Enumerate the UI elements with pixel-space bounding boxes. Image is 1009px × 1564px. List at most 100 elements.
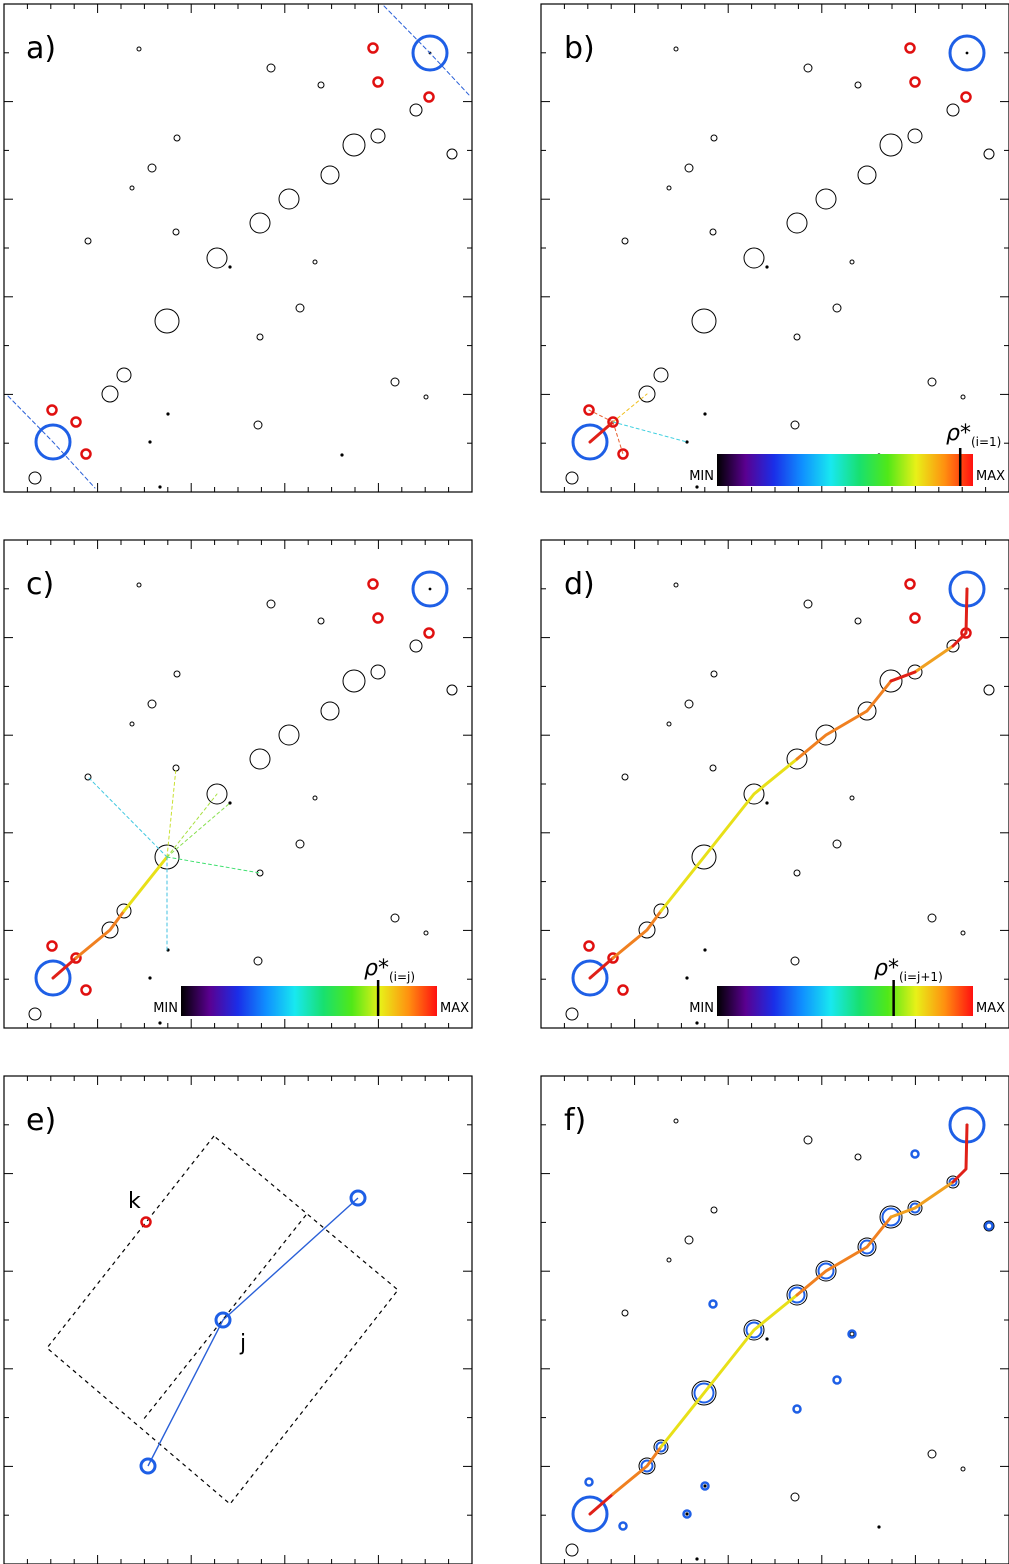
end-endpoint (411, 34, 449, 72)
path-node (139, 1457, 157, 1475)
panel-e-border (3, 1075, 473, 1564)
data-point (423, 930, 429, 936)
marked-point (960, 91, 972, 103)
data-point (786, 748, 808, 770)
data-point (621, 237, 629, 245)
selected-point (584, 1477, 594, 1487)
start-endpoint (34, 423, 72, 461)
data-point (278, 188, 300, 210)
data-point-dot (703, 412, 707, 416)
data-point (854, 81, 862, 89)
data-point-selected (881, 1207, 901, 1227)
panel-d-points (565, 570, 995, 1025)
data-point (147, 699, 157, 709)
panel-c-label: c) (26, 567, 54, 602)
data-point (803, 1135, 813, 1145)
route-segment (889, 1180, 955, 1219)
data-point (129, 721, 135, 727)
data-point (409, 639, 423, 653)
data-point (342, 133, 366, 157)
data-point (786, 212, 808, 234)
panel-d-label: d) (564, 567, 595, 602)
data-point (173, 134, 181, 142)
panel-c-colorbar-gradient (181, 986, 437, 1016)
data-point (857, 701, 877, 721)
selected-point (847, 1329, 857, 1339)
data-point (370, 664, 386, 680)
data-point (790, 420, 800, 430)
data-point (849, 259, 855, 265)
data-point (691, 844, 717, 870)
data-point (907, 664, 923, 680)
route-segment (122, 855, 169, 913)
panel-a-label: a) (26, 31, 56, 66)
data-point (673, 46, 679, 52)
panel-c-colorbar-max: MAX (440, 1001, 469, 1016)
data-point (832, 303, 842, 313)
data-point-dot (695, 1557, 699, 1561)
start-endpoint (571, 959, 609, 997)
data-point (927, 913, 937, 923)
marked-point (617, 448, 629, 460)
panel-c-colorbar: MIN MAX ρ*(i=j) (153, 956, 469, 1016)
panel-e-points (46, 1135, 399, 1505)
data-point (409, 103, 423, 117)
data-point (790, 1492, 800, 1502)
data-point (793, 869, 801, 877)
data-point (295, 839, 305, 849)
data-point (423, 394, 429, 400)
panel-c-rho-label: ρ*(i=j) (364, 956, 415, 984)
candidate-link (612, 393, 648, 423)
data-point-dot (877, 1525, 881, 1529)
panel-b-rho-label: ρ*(i=1) (946, 421, 1001, 449)
data-point-dot (703, 1484, 707, 1488)
marked-point (617, 984, 629, 996)
candidate-link (166, 802, 231, 858)
data-point (815, 188, 837, 210)
data-point (684, 699, 694, 709)
marked-point (372, 612, 384, 624)
data-point (666, 1257, 672, 1263)
data-point (370, 128, 386, 144)
data-point (172, 228, 180, 236)
data-point (815, 1260, 837, 1282)
data-point-selected (640, 1459, 654, 1473)
data-point (907, 128, 923, 144)
data-point (673, 582, 679, 588)
panel-c-points (28, 570, 458, 1025)
data-point (84, 773, 92, 781)
route-segment (795, 1215, 893, 1297)
panel-d-colorbar-min: MIN (689, 1001, 714, 1016)
data-point (28, 471, 42, 485)
data-point-selected (655, 1441, 667, 1453)
data-point-dot (148, 440, 152, 444)
data-point (803, 599, 813, 609)
marked-point (904, 42, 916, 54)
marked-point (367, 578, 379, 590)
data-point (879, 1205, 903, 1229)
marked-point (607, 952, 619, 964)
panel-e-point-k-label: k (128, 1189, 141, 1214)
start-endpoint (571, 423, 609, 461)
data-point (84, 237, 92, 245)
data-point (278, 724, 300, 746)
data-point-dot (148, 976, 152, 980)
selected-point (910, 1149, 920, 1159)
data-point (960, 930, 966, 936)
data-point (129, 185, 135, 191)
data-point (295, 303, 305, 313)
data-point-dot (703, 948, 707, 952)
marked-point (70, 952, 82, 964)
data-point (946, 1175, 960, 1189)
panel-c: c) MIN MAX ρ*(i=j) (3, 539, 473, 1029)
marked-point (372, 76, 384, 88)
marked-point (70, 416, 82, 428)
data-point (266, 63, 276, 73)
marked-point (46, 404, 58, 416)
data-point (253, 420, 263, 430)
panel-d-colorbar: MIN MAX ρ*(i=j+1) (689, 956, 1005, 1016)
data-point-dot (685, 440, 689, 444)
path-node (214, 1311, 232, 1329)
data-point (136, 46, 142, 52)
search-direction-line (7, 395, 96, 489)
